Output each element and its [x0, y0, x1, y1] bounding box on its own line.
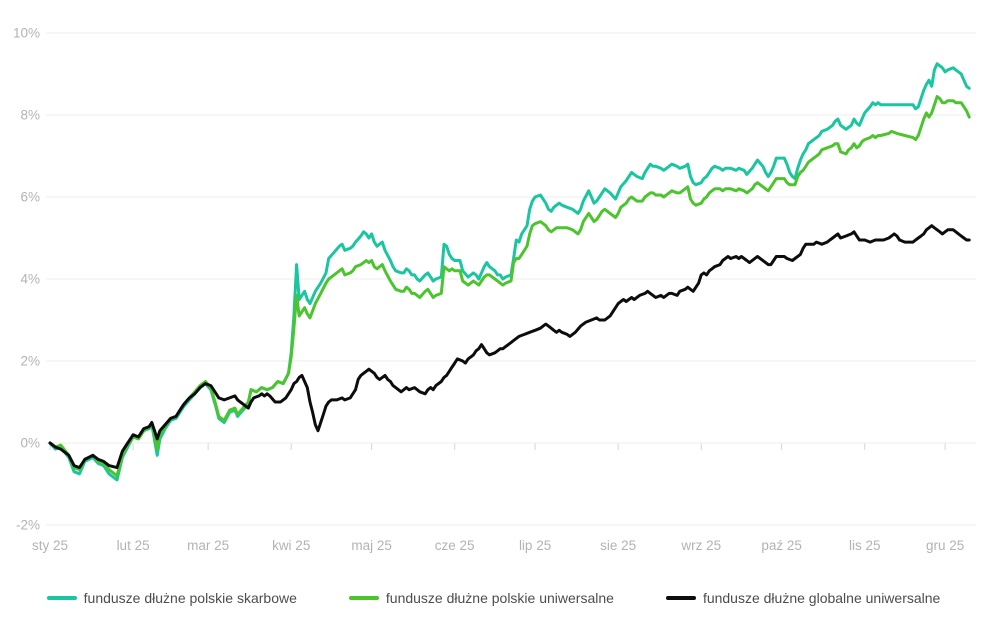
- x-axis-label: sty 25: [32, 538, 68, 553]
- x-axis-label: wrz 25: [680, 538, 721, 553]
- x-axis-label: lip 25: [519, 538, 551, 553]
- x-axis-label: sie 25: [600, 538, 636, 553]
- series-line-skarbowe: [48, 62, 971, 482]
- x-axis-label: cze 25: [435, 538, 475, 553]
- legend-item-uniwersalne[interactable]: fundusze dłużne polskie uniwersalne: [348, 590, 614, 606]
- series-line-uniwersalne: [48, 95, 971, 478]
- y-axis-label: 4%: [20, 272, 40, 287]
- x-axis-label: mar 25: [187, 538, 229, 553]
- legend-swatch-skarbowe: [46, 596, 77, 600]
- chart-canvas: 10% 8% 6% 4% 2% 0% -2% sty 25 lut 25 mar 25 kwi 25…: [13, 26, 976, 553]
- x-axis-label: lut 25: [117, 538, 150, 553]
- x-axis-label: gru 25: [926, 538, 964, 553]
- legend-swatch-uniwersalne: [348, 596, 379, 600]
- chart-legend: fundusze dłużne polskie skarbowe fundusze…: [0, 590, 987, 606]
- legend-label: fundusze dłużne polskie skarbowe: [83, 590, 297, 606]
- y-axis-label: 2%: [20, 354, 40, 369]
- legend-label: fundusze dłużne polskie uniwersalne: [385, 590, 614, 606]
- y-axis-label: -2%: [16, 518, 40, 533]
- y-axis-label: 6%: [20, 190, 40, 205]
- legend-swatch-globalne: [665, 596, 696, 600]
- legend-label: fundusze dłużne globalne uniwersalne: [702, 590, 941, 606]
- y-axis-label: 10%: [13, 26, 40, 41]
- y-axis-label: 0%: [20, 436, 40, 451]
- x-axis-label: paź 25: [761, 538, 802, 553]
- x-axis-label: kwi 25: [272, 538, 310, 553]
- x-axis-label: maj 25: [351, 538, 392, 553]
- series-line-globalne: [48, 224, 971, 470]
- x-axis-label: lis 25: [849, 538, 881, 553]
- y-axis-label: 8%: [20, 108, 40, 123]
- legend-item-skarbowe[interactable]: fundusze dłużne polskie skarbowe: [46, 590, 297, 606]
- legend-item-globalne[interactable]: fundusze dłużne globalne uniwersalne: [665, 590, 941, 606]
